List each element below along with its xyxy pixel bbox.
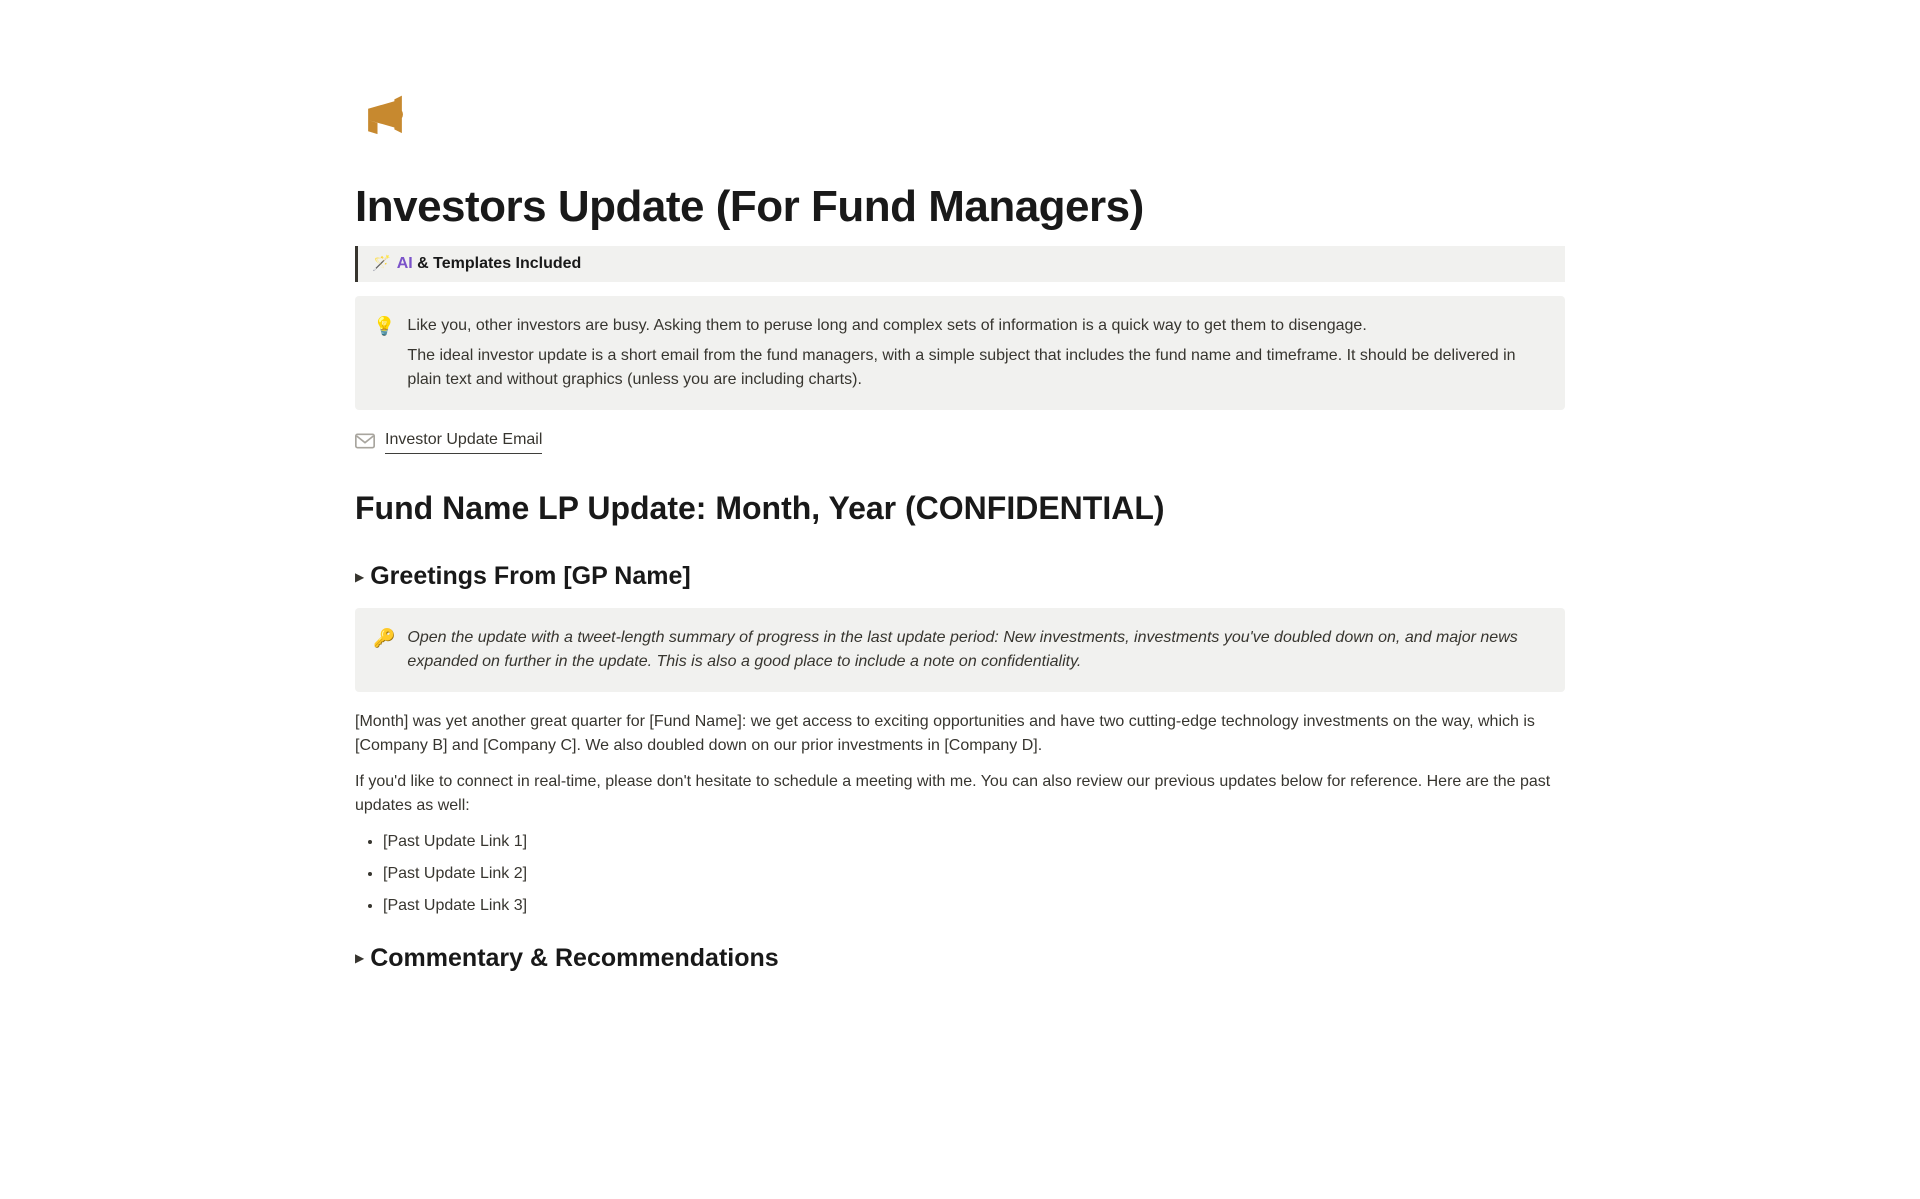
key-icon: 🔑 [373, 626, 395, 651]
page-icon [355, 90, 1565, 158]
commentary-heading: Commentary & Recommendations [370, 940, 778, 978]
lightbulb-icon: 💡 [373, 314, 395, 339]
wand-icon: 🪄 [372, 253, 391, 276]
body-para-2: If you'd like to connect in real-time, p… [355, 770, 1565, 818]
envelope-icon [355, 433, 375, 449]
lp-update-heading: Fund Name LP Update: Month, Year (CONFID… [355, 484, 1565, 532]
page-title: Investors Update (For Fund Managers) [355, 174, 1565, 240]
key-callout-text: Open the update with a tweet-length summ… [407, 626, 1547, 674]
intro-para-1: Like you, other investors are busy. Aski… [407, 314, 1547, 338]
key-callout-body: Open the update with a tweet-length summ… [407, 626, 1547, 674]
templates-included-label: & Templates Included [413, 255, 582, 272]
intro-callout-body: Like you, other investors are busy. Aski… [407, 314, 1547, 392]
commentary-toggle[interactable]: ▶ Commentary & Recommendations [355, 940, 1565, 978]
subtitle-callout: 🪄 AI & Templates Included [355, 246, 1565, 282]
past-update-item[interactable]: [Past Update Link 3] [383, 894, 1565, 918]
past-update-item[interactable]: [Past Update Link 1] [383, 830, 1565, 854]
greetings-heading: Greetings From [GP Name] [370, 558, 690, 596]
intro-para-2: The ideal investor update is a short ema… [407, 344, 1547, 392]
key-callout: 🔑 Open the update with a tweet-length su… [355, 608, 1565, 692]
megaphone-icon [355, 90, 415, 150]
body-para-1: [Month] was yet another great quarter fo… [355, 710, 1565, 758]
past-updates-list: [Past Update Link 1] [Past Update Link 2… [355, 830, 1565, 918]
toggle-triangle-icon: ▶ [355, 949, 364, 967]
greetings-toggle[interactable]: ▶ Greetings From [GP Name] [355, 558, 1565, 596]
toggle-triangle-icon: ▶ [355, 568, 364, 586]
intro-callout: 💡 Like you, other investors are busy. As… [355, 296, 1565, 410]
email-template-link[interactable]: Investor Update Email [355, 428, 1565, 454]
past-update-item[interactable]: [Past Update Link 2] [383, 862, 1565, 886]
ai-label: AI [397, 255, 413, 272]
email-link-label: Investor Update Email [385, 428, 542, 454]
document-page: Investors Update (For Fund Managers) 🪄 A… [355, 0, 1565, 1029]
